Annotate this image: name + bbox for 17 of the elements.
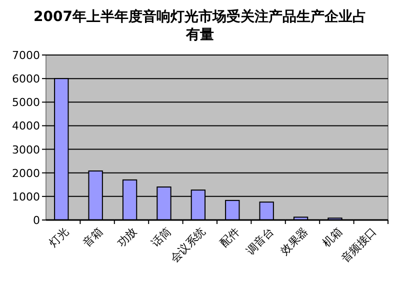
y-tick-label: 3000 [12,143,40,156]
x-tick-label: 话筒 [149,224,174,250]
x-tick-label: 功放 [114,224,140,250]
x-tick-label: 调音台 [244,224,276,258]
x-tick-label: 音箱 [80,224,106,250]
chart-title: 2007年上半年度音响灯光市场受关注产品生产企业占有量 [32,8,368,44]
x-tick-label: 灯光 [46,224,72,250]
y-tick-label: 4000 [12,120,40,133]
y-tick-label: 2000 [12,166,40,180]
x-tick-label: 效果器 [278,224,311,258]
x-tick-label: 机箱 [320,224,345,250]
y-tick-label: 0 [33,214,40,227]
y-tick-label: 6000 [12,72,40,86]
y-tick-label: 7000 [12,49,40,62]
x-tick-label: 配件 [217,224,242,250]
y-tick-label: 5000 [12,96,40,110]
y-tick-label: 1000 [12,190,40,204]
